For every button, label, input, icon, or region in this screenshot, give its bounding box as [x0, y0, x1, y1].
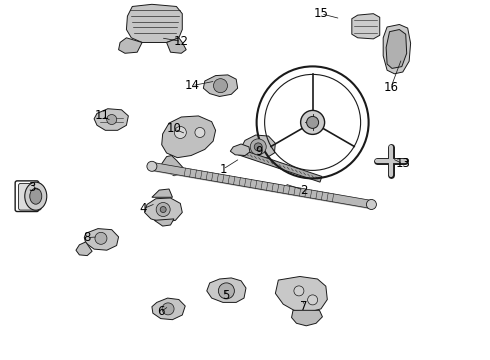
- Circle shape: [308, 295, 318, 305]
- Text: 7: 7: [300, 300, 308, 312]
- Circle shape: [95, 232, 107, 244]
- Text: 11: 11: [95, 109, 109, 122]
- Text: 1: 1: [219, 163, 227, 176]
- Polygon shape: [119, 38, 142, 53]
- Polygon shape: [152, 298, 185, 320]
- Text: 5: 5: [221, 289, 229, 302]
- Polygon shape: [383, 24, 411, 74]
- Text: 2: 2: [300, 184, 308, 197]
- Text: 15: 15: [314, 7, 328, 20]
- Text: 3: 3: [28, 181, 36, 194]
- Polygon shape: [162, 156, 184, 176]
- Polygon shape: [207, 278, 246, 302]
- Circle shape: [294, 286, 304, 296]
- Circle shape: [195, 127, 205, 138]
- Text: 10: 10: [167, 122, 181, 135]
- Polygon shape: [76, 242, 92, 256]
- Polygon shape: [241, 135, 275, 159]
- Text: 6: 6: [157, 305, 165, 318]
- Text: 14: 14: [185, 79, 199, 92]
- Circle shape: [367, 199, 376, 210]
- Polygon shape: [145, 198, 182, 222]
- Text: 8: 8: [83, 231, 91, 244]
- Circle shape: [254, 143, 262, 151]
- Circle shape: [147, 161, 157, 171]
- Polygon shape: [94, 109, 128, 130]
- Polygon shape: [352, 14, 380, 39]
- Circle shape: [214, 79, 227, 93]
- Polygon shape: [275, 276, 327, 312]
- Polygon shape: [292, 310, 322, 326]
- Circle shape: [174, 126, 186, 139]
- Text: 12: 12: [174, 35, 189, 48]
- Polygon shape: [152, 189, 172, 197]
- FancyBboxPatch shape: [19, 183, 41, 210]
- Polygon shape: [126, 4, 182, 42]
- Polygon shape: [84, 229, 119, 250]
- Polygon shape: [167, 38, 186, 53]
- Circle shape: [160, 207, 166, 212]
- Polygon shape: [162, 116, 216, 158]
- Circle shape: [162, 303, 174, 315]
- Ellipse shape: [30, 188, 42, 204]
- Circle shape: [107, 114, 117, 125]
- Polygon shape: [238, 149, 322, 182]
- Circle shape: [219, 283, 234, 299]
- Circle shape: [156, 203, 170, 216]
- Polygon shape: [154, 219, 174, 226]
- Polygon shape: [203, 75, 238, 96]
- Text: 9: 9: [255, 145, 263, 158]
- Polygon shape: [230, 144, 250, 156]
- Text: 13: 13: [395, 157, 410, 170]
- Circle shape: [307, 116, 318, 129]
- Text: 16: 16: [384, 81, 398, 94]
- Circle shape: [301, 111, 324, 134]
- Polygon shape: [386, 30, 407, 68]
- Text: 4: 4: [139, 202, 147, 215]
- Ellipse shape: [25, 182, 47, 210]
- Circle shape: [250, 139, 266, 155]
